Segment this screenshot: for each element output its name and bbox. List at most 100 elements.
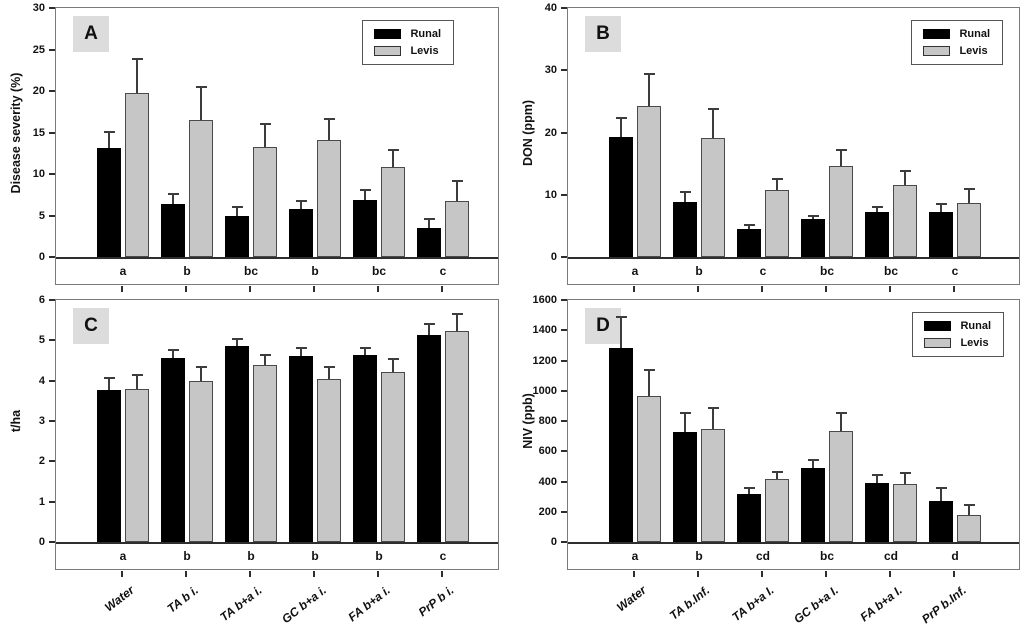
- y-tick-label: 4: [38, 374, 45, 387]
- y-tick-label: 20: [32, 85, 45, 97]
- error-bar-line: [840, 149, 842, 167]
- bar-runal: [609, 348, 633, 542]
- bar-levis: [189, 381, 213, 542]
- error-bar-line: [968, 188, 970, 204]
- error-bar-cap: [936, 203, 947, 206]
- x-axis-tick: [185, 286, 187, 292]
- x-axis-tick: [761, 571, 763, 577]
- bar-levis: [893, 483, 917, 542]
- y-tick-label: 5: [38, 209, 45, 222]
- significance-letter: b: [375, 549, 383, 563]
- error-bar-line: [108, 378, 110, 390]
- bar-runal: [225, 346, 249, 542]
- x-tick-label: GC b+a I.: [790, 583, 841, 627]
- y-axis-tick: [561, 450, 567, 453]
- x-axis-tick: [889, 571, 891, 577]
- bar-runal: [97, 148, 121, 257]
- significance-letter: a: [631, 549, 639, 563]
- bar-levis: [381, 372, 405, 542]
- x-axis-tick: [825, 571, 827, 577]
- legend-item: Runal: [923, 28, 990, 40]
- legend-swatch-runal: [374, 29, 402, 39]
- y-tick-label: 3: [38, 415, 45, 427]
- y-axis-tick: [561, 541, 567, 543]
- error-bar-cap: [900, 170, 911, 173]
- x-tick-label: PrP b i.: [415, 583, 457, 620]
- error-bar-line: [428, 324, 430, 336]
- y-tick-label: 0: [550, 251, 557, 263]
- significance-letter: c: [951, 264, 959, 278]
- bar-levis: [701, 429, 725, 542]
- error-bar-cap: [964, 187, 975, 190]
- bar-runal: [353, 199, 377, 257]
- legend-item: Levis: [374, 45, 441, 57]
- bar-levis: [381, 166, 405, 257]
- y-axis-tick: [561, 510, 567, 513]
- significance-letter: bc: [883, 264, 898, 278]
- bar-runal: [865, 212, 889, 257]
- legend-item: Levis: [924, 337, 991, 349]
- bar-runal: [97, 389, 121, 542]
- error-bar-line: [620, 117, 622, 138]
- panel-label: A: [73, 16, 109, 52]
- error-bar-line: [456, 314, 458, 331]
- error-bar-cap: [680, 190, 691, 193]
- x-tick-label: Water: [613, 583, 649, 615]
- error-bar-cap: [744, 223, 755, 226]
- x-axis-tick: [377, 571, 379, 577]
- y-axis-tick: [49, 541, 55, 543]
- x-tick-label: FA b+a i.: [345, 583, 393, 625]
- x-axis-tick: [249, 571, 251, 577]
- error-bar-line: [392, 149, 394, 167]
- error-bar-line: [364, 189, 366, 200]
- x-axis-tick: [313, 571, 315, 577]
- bar-levis: [445, 200, 469, 257]
- error-bar-line: [264, 354, 266, 365]
- error-bar-line: [136, 58, 138, 94]
- error-bar-line: [236, 207, 238, 217]
- bar-runal: [289, 356, 313, 542]
- error-bar-cap: [260, 353, 271, 356]
- y-axis-tick: [561, 359, 567, 362]
- y-axis-tick: [49, 7, 55, 9]
- x-axis-tick: [313, 286, 315, 292]
- bar-levis: [125, 389, 149, 542]
- y-axis-tick: [561, 420, 567, 422]
- x-axis-tick: [633, 286, 635, 292]
- y-tick-label: 10: [544, 188, 557, 201]
- significance-letter: bc: [243, 264, 258, 278]
- legend-item: Runal: [374, 28, 441, 40]
- error-bar-cap: [104, 377, 115, 380]
- bar-levis: [637, 106, 661, 257]
- bar-runal: [161, 358, 185, 542]
- bar-levis: [765, 479, 789, 542]
- x-tick-label: TA b.Inf.: [667, 583, 713, 623]
- error-bar-cap: [900, 472, 911, 475]
- significance-letter: bc: [819, 264, 834, 278]
- error-bar-cap: [196, 85, 207, 88]
- error-bar-line: [968, 504, 970, 515]
- x-axis-tick: [889, 286, 891, 292]
- error-bar-line: [428, 218, 430, 228]
- y-axis-tick: [561, 480, 567, 483]
- error-bar-line: [904, 171, 906, 186]
- error-bar-cap: [132, 373, 143, 376]
- error-bar-cap: [836, 411, 847, 414]
- error-bar-line: [264, 124, 266, 148]
- bar-runal: [161, 203, 185, 257]
- bar-runal: [417, 335, 441, 542]
- error-bar-line: [712, 109, 714, 139]
- panel-label: D: [585, 308, 621, 344]
- bar-levis: [253, 364, 277, 542]
- error-bar-cap: [808, 214, 819, 217]
- error-bar-cap: [424, 217, 435, 220]
- y-axis-tick: [561, 329, 567, 332]
- legend-label: Runal: [960, 320, 991, 332]
- y-axis-tick: [561, 7, 567, 9]
- y-axis-tick: [561, 69, 567, 72]
- significance-letter: b: [311, 549, 319, 563]
